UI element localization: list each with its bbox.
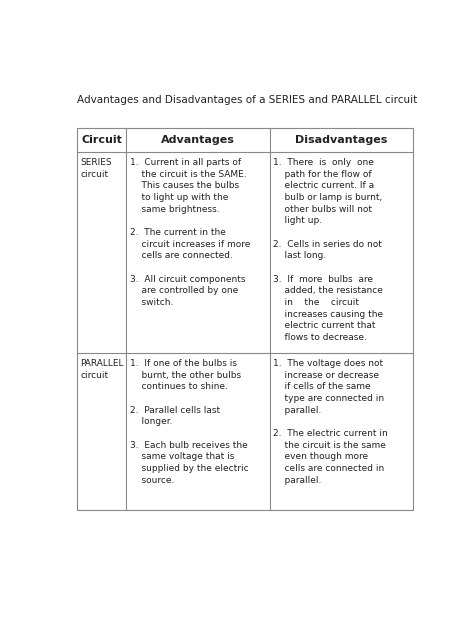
Text: SERIES
circuit: SERIES circuit — [81, 158, 112, 179]
Text: Circuit: Circuit — [81, 135, 122, 145]
Text: 1.  There  is  only  one
    path for the flow of
    electric current. If a
   : 1. There is only one path for the flow o… — [273, 158, 383, 342]
Bar — [77, 128, 413, 510]
Text: Advantages: Advantages — [161, 135, 235, 145]
Text: 1.  The voltage does not
    increase or decrease
    if cells of the same
    t: 1. The voltage does not increase or decr… — [273, 359, 388, 485]
Text: 1.  If one of the bulbs is
    burnt, the other bulbs
    continues to shine.

2: 1. If one of the bulbs is burnt, the oth… — [130, 359, 249, 485]
Text: Disadvantages: Disadvantages — [295, 135, 388, 145]
Text: 1.  Current in all parts of
    the circuit is the SAME.
    This causes the bul: 1. Current in all parts of the circuit i… — [130, 158, 251, 307]
Text: PARALLEL
circuit: PARALLEL circuit — [81, 359, 124, 380]
Text: Advantages and Disadvantages of a SERIES and PARALLEL circuit: Advantages and Disadvantages of a SERIES… — [77, 95, 417, 105]
